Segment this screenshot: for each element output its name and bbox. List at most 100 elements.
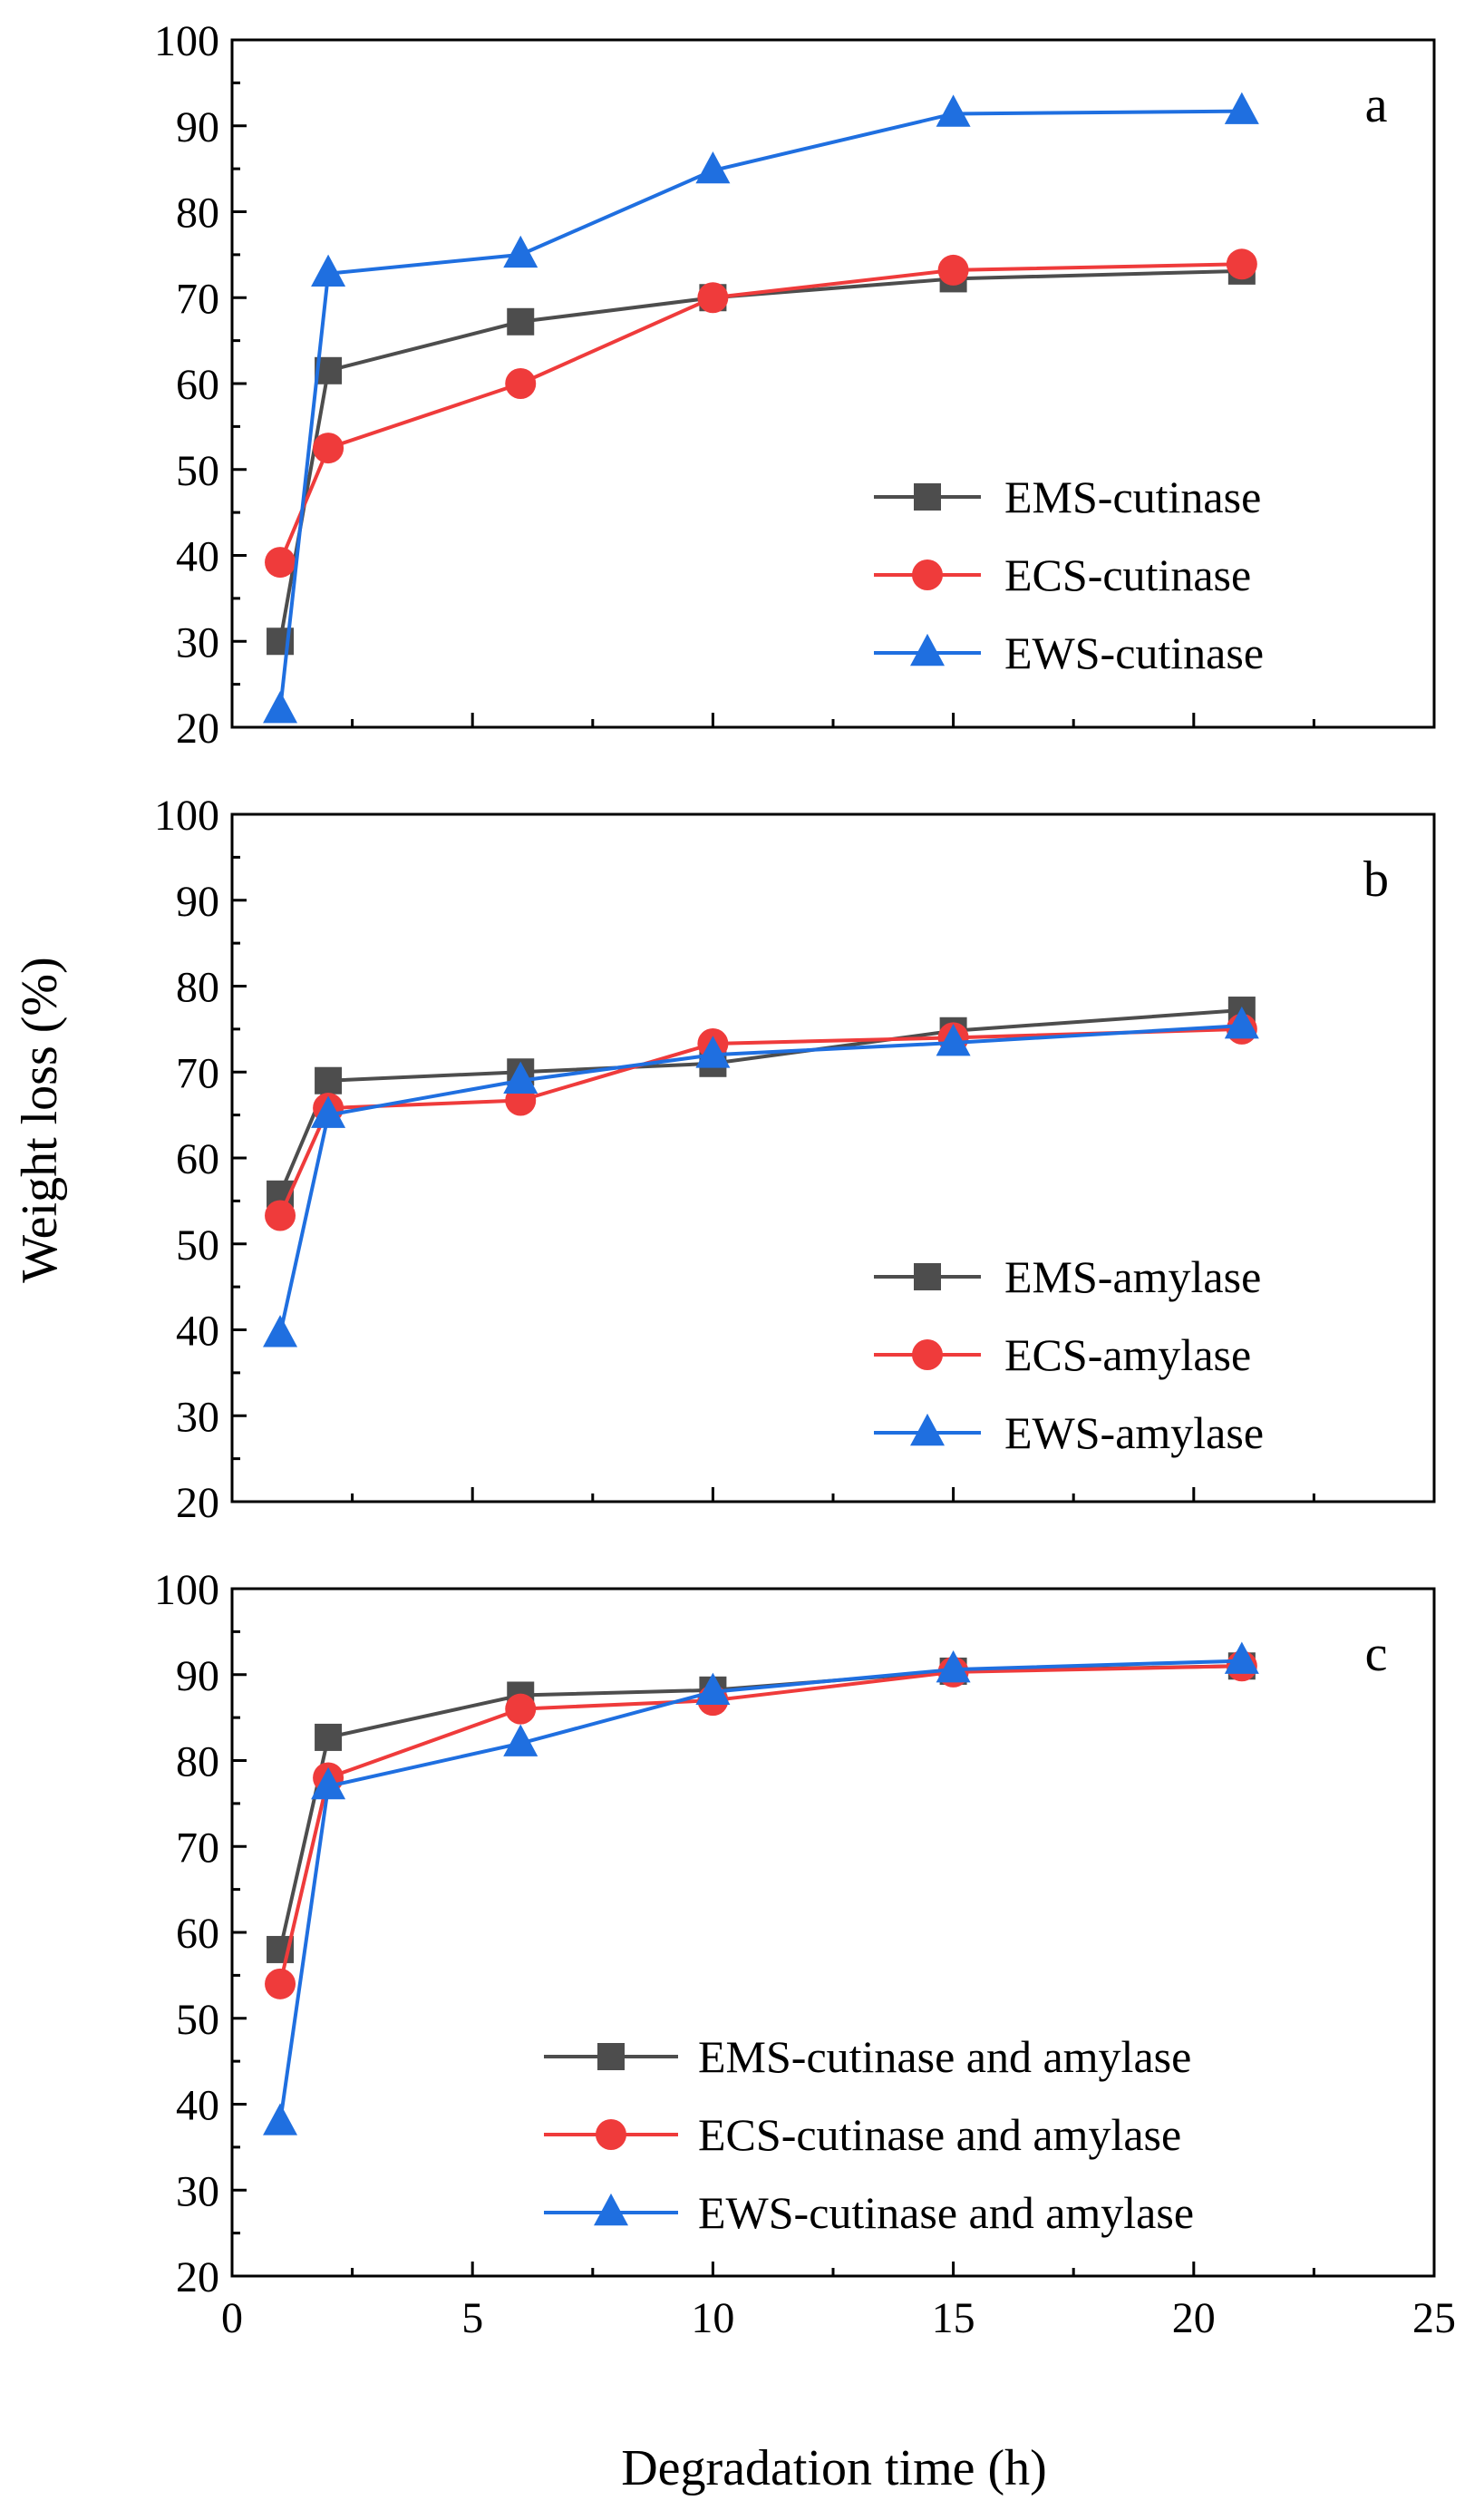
data-point [265,1200,296,1231]
y-tick-label: 50 [176,447,219,495]
chart-panel-b: 20 30 40 50 60 70 80 90 100 b EMS-amylase ECS-amyla… [154,792,1436,1527]
data-point [263,2103,298,2135]
data-point [311,1766,346,1800]
y-tick-label: 60 [176,1135,219,1183]
series-line-2 [278,1664,1242,1985]
data-point [311,1095,346,1128]
data-point [503,1724,538,1756]
data-point [1224,92,1259,124]
data-point [505,1693,537,1725]
y-tick-label: 80 [176,964,219,1012]
x-tick-label: 20 [1172,2294,1216,2342]
x-tick-label: 5 [461,2294,483,2342]
x-tick-label: 10 [691,2294,734,2342]
y-tick-label: 40 [176,1308,219,1356]
y-tick-label: 40 [176,533,219,581]
y-tick-label: 30 [176,618,219,666]
data-point [937,254,969,286]
x-tick-label: 0 [221,2294,243,2342]
legend-marker [914,483,941,511]
data-point [503,235,538,268]
y-tick-label: 80 [176,1738,219,1786]
y-tick-label: 30 [176,1393,219,1441]
series-line-3 [278,109,1242,711]
data-point [263,1315,298,1347]
y-tick-label: 90 [176,103,219,151]
series-line-2 [278,262,1242,563]
panel-label: a [1365,77,1388,133]
y-tick-label: 60 [176,1910,219,1958]
legend-marker [596,2119,626,2150]
y-tick-label: 100 [154,792,219,840]
y-tick-label: 20 [176,1479,219,1527]
data-point [697,282,729,314]
series-line-1 [278,1008,1242,1195]
y-tick-label: 20 [176,2253,219,2301]
y-tick-label: 70 [176,1049,219,1097]
data-point [311,254,346,287]
legend-marker [912,559,943,590]
y-axis-title: Weight loss (%) [12,957,68,1282]
legend-label: ECS-cutinase [1004,550,1251,600]
data-point [507,307,535,336]
series-line-3 [278,1024,1242,1335]
data-point [1224,1007,1259,1039]
y-tick-label: 20 [176,705,219,753]
panel-label: c [1365,1626,1388,1682]
y-tick-label: 70 [176,1824,219,1872]
data-point [315,1066,343,1094]
x-tick-label: 15 [932,2294,975,2342]
series-line-3 [278,1659,1242,2123]
y-tick-label: 70 [176,275,219,323]
y-tick-label: 100 [154,17,219,65]
x-tick-label: 25 [1412,2294,1456,2342]
y-tick-label: 30 [176,2167,219,2215]
data-point [313,433,344,464]
data-point [315,1723,343,1751]
data-point [695,1672,731,1705]
data-point [263,690,298,724]
legend-label: EMS-amylase [1004,1251,1261,1302]
legend-marker [594,2193,628,2226]
legend-label: EWS-cutinase [1004,628,1264,678]
legend-marker [910,1413,945,1446]
chart-panel-c: 20 30 40 50 60 70 80 90 100 0 5 10 15 20 25 c EMS-cutina… [154,1566,1456,2342]
data-point [265,1968,296,1999]
y-tick-label: 90 [176,878,219,926]
y-tick-label: 50 [176,1221,219,1270]
x-axis-title: Degradation time (h) [621,2440,1047,2496]
legend-marker [910,633,945,666]
series-line-1 [278,268,1242,642]
legend-label: ECS-amylase [1004,1329,1251,1380]
data-point [1226,248,1257,280]
y-tick-label: 40 [176,2082,219,2130]
y-tick-label: 80 [176,190,219,238]
data-point [936,1649,971,1683]
data-point [503,1061,538,1094]
y-tick-label: 50 [176,1996,219,2044]
panel-label: b [1363,851,1389,908]
data-point [1224,1641,1259,1674]
data-point [265,547,296,579]
chart-panel-a: 20 30 40 50 60 70 80 90 100 a EMS-cutinase ECS-cuti… [154,17,1436,753]
legend-label: EMS-cutinase and amylase [698,2031,1191,2082]
plot-frame [230,1587,1436,2278]
legend-marker [912,1339,943,1370]
legend-label: EWS-cutinase and amylase [698,2187,1194,2238]
y-tick-label: 60 [176,361,219,409]
legend-marker [597,2043,625,2070]
data-point [695,1036,731,1068]
legend-label: ECS-cutinase and amylase [698,2109,1181,2160]
legend-label: EMS-cutinase [1004,472,1261,522]
y-tick-label: 100 [154,1566,219,1614]
y-tick-label: 90 [176,1652,219,1700]
data-point [695,151,731,184]
plot-frame [230,812,1436,1503]
data-point [936,94,971,127]
legend-marker [914,1263,941,1290]
data-point [505,368,537,399]
series-line-1 [278,1664,1242,1951]
legend-label: EWS-amylase [1004,1407,1264,1458]
data-point [936,1023,971,1056]
